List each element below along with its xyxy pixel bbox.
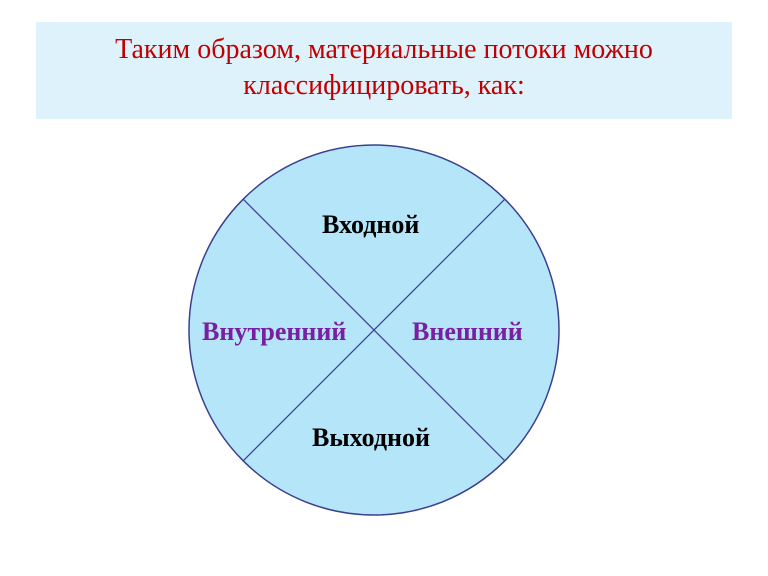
title-banner: Таким образом, материальные потоки можно… bbox=[36, 22, 732, 119]
classification-diagram: Входной Внутренний Внешний Выходной bbox=[184, 140, 564, 520]
label-bottom: Выходной bbox=[312, 423, 430, 453]
label-left: Внутренний bbox=[202, 317, 346, 347]
label-right: Внешний bbox=[412, 317, 523, 347]
page-title: Таким образом, материальные потоки можно… bbox=[48, 32, 720, 105]
label-top: Входной bbox=[322, 210, 419, 240]
